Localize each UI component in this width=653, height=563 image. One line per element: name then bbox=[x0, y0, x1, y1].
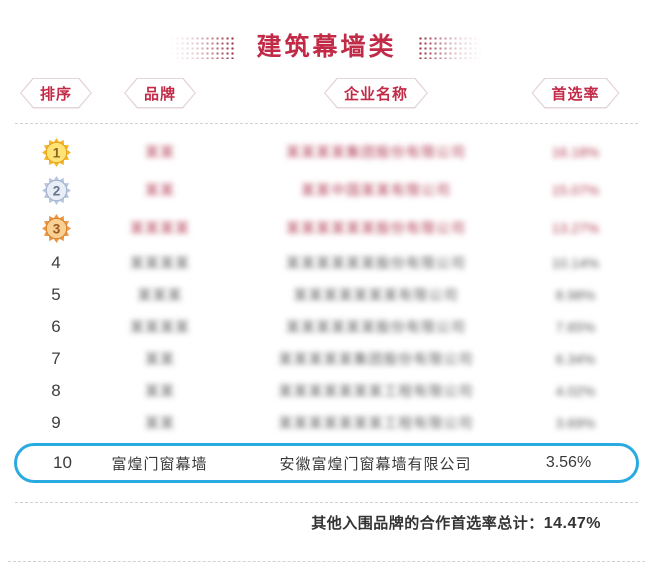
table-row-rank-9: 9 某某 某某某某某某某工程有限公司 3.69% bbox=[0, 407, 653, 439]
table-footer-divider bbox=[15, 502, 638, 503]
rank-number: 4 bbox=[51, 253, 61, 272]
rate-cell-redacted: 16.18% bbox=[551, 144, 600, 160]
company-cell-redacted: 某某某某集团股份有限公司 bbox=[286, 144, 466, 160]
brand-cell-redacted: 某某某某 bbox=[130, 220, 190, 236]
rank-number: 7 bbox=[51, 349, 61, 368]
column-header-rate: 首选率 bbox=[531, 78, 619, 109]
rate-cell-redacted: 7.65% bbox=[555, 319, 596, 335]
table-row-rank-8: 8 某某 某某某某某某某工程有限公司 4.02% bbox=[0, 375, 653, 407]
rank-3-medal-cell: 3 bbox=[18, 213, 94, 244]
company-cell-redacted: 某某某某某某某有限公司 bbox=[293, 287, 459, 303]
footer-total-value: 14.47% bbox=[543, 515, 601, 532]
company-cell-redacted: 某某某某某某某工程有限公司 bbox=[278, 415, 474, 431]
brand-cell-redacted: 某某 bbox=[145, 415, 175, 431]
table-row-rank-1: 1 某某 某某某某集团股份有限公司 16.18% bbox=[0, 133, 653, 171]
page-header: 建筑幕墙类 bbox=[0, 0, 653, 70]
column-header-rank-label: 排序 bbox=[39, 85, 72, 103]
column-header-company: 企业名称 bbox=[324, 78, 428, 109]
footer-total: 其他入围品牌的合作首选率总计：14.47% bbox=[0, 512, 653, 533]
brand-cell-redacted: 某某某 bbox=[137, 287, 183, 303]
rate-cell-redacted: 3.69% bbox=[555, 415, 596, 431]
table-row-rank-5: 5 某某某 某某某某某某某有限公司 8.98% bbox=[0, 279, 653, 311]
column-header-rank: 排序 bbox=[20, 78, 92, 109]
table-row-rank-3: 3 某某某某 某某某某某某股份有限公司 13.27% bbox=[0, 209, 653, 247]
rate-cell-redacted: 15.07% bbox=[551, 182, 600, 198]
brand-cell-redacted: 某某 bbox=[145, 351, 175, 367]
column-header-rate-label: 首选率 bbox=[551, 85, 600, 103]
company-cell-redacted: 某某某某某某股份有限公司 bbox=[286, 319, 466, 335]
column-header-brand: 品牌 bbox=[124, 78, 196, 109]
rate-cell-redacted: 10.14% bbox=[551, 255, 600, 271]
brand-cell-redacted: 某某某某 bbox=[130, 319, 190, 335]
brand-cell: 富煌门窗幕墙 bbox=[111, 455, 208, 473]
company-cell-redacted: 某某某某某某某工程有限公司 bbox=[278, 383, 474, 399]
brand-cell-redacted: 某某 bbox=[145, 144, 175, 160]
column-header-brand-label: 品牌 bbox=[143, 85, 176, 103]
table-row-rank-6: 6 某某某某 某某某某某某股份有限公司 7.65% bbox=[0, 311, 653, 343]
ranking-table: 1 某某 某某某某集团股份有限公司 16.18% 2 某某 某某中国某某有限公司… bbox=[0, 124, 653, 483]
rank-number: 8 bbox=[51, 381, 61, 400]
page-title: 建筑幕墙类 bbox=[256, 33, 397, 61]
company-cell-redacted: 某某某某某某股份有限公司 bbox=[286, 220, 466, 236]
bronze-medal-icon: 3 bbox=[41, 213, 71, 243]
page-bottom-divider bbox=[8, 561, 645, 562]
rank-number: 6 bbox=[51, 317, 61, 336]
rate-cell: 3.56% bbox=[545, 454, 592, 471]
table-row-rank-10-highlighted: 10 富煌门窗幕墙 安徽富煌门窗幕墙有限公司 3.56% bbox=[14, 443, 639, 483]
halftone-dots-left-decoration bbox=[170, 36, 235, 59]
column-header-row: 排序 品牌 企业名称 首选率 bbox=[0, 76, 653, 110]
company-cell-redacted: 某某某某某集团股份有限公司 bbox=[278, 351, 474, 367]
rate-cell-redacted: 13.27% bbox=[551, 220, 600, 236]
rate-cell-redacted: 4.02% bbox=[555, 383, 596, 399]
svg-text:1: 1 bbox=[52, 145, 60, 160]
brand-cell-redacted: 某某 bbox=[145, 182, 175, 198]
silver-medal-icon: 2 bbox=[41, 175, 71, 205]
brand-cell-redacted: 某某某某 bbox=[130, 255, 190, 271]
header-divider bbox=[15, 123, 638, 124]
rank-number: 5 bbox=[51, 285, 61, 304]
rank-2-medal-cell: 2 bbox=[18, 175, 94, 206]
rank-number: 10 bbox=[53, 453, 72, 472]
table-row-rank-2: 2 某某 某某中国某某有限公司 15.07% bbox=[0, 171, 653, 209]
column-header-company-label: 企业名称 bbox=[343, 85, 408, 103]
table-row-rank-4: 4 某某某某 某某某某某某股份有限公司 10.14% bbox=[0, 247, 653, 279]
rate-cell-redacted: 6.34% bbox=[555, 351, 596, 367]
footer-total-label: 其他入围品牌的合作首选率总计： bbox=[311, 515, 544, 532]
gold-medal-icon: 1 bbox=[41, 137, 71, 167]
halftone-dots-right-decoration bbox=[418, 36, 483, 59]
table-row-rank-7: 7 某某 某某某某某集团股份有限公司 6.34% bbox=[0, 343, 653, 375]
rank-number: 9 bbox=[51, 413, 61, 432]
company-cell-redacted: 某某某某某某股份有限公司 bbox=[286, 255, 466, 271]
brand-cell-redacted: 某某 bbox=[145, 383, 175, 399]
svg-text:2: 2 bbox=[52, 183, 60, 198]
company-cell: 安徽富煌门窗幕墙有限公司 bbox=[279, 455, 472, 473]
rate-cell-redacted: 8.98% bbox=[555, 287, 596, 303]
svg-text:3: 3 bbox=[52, 221, 60, 236]
company-cell-redacted: 某某中国某某有限公司 bbox=[301, 182, 451, 198]
rank-1-medal-cell: 1 bbox=[18, 137, 94, 168]
